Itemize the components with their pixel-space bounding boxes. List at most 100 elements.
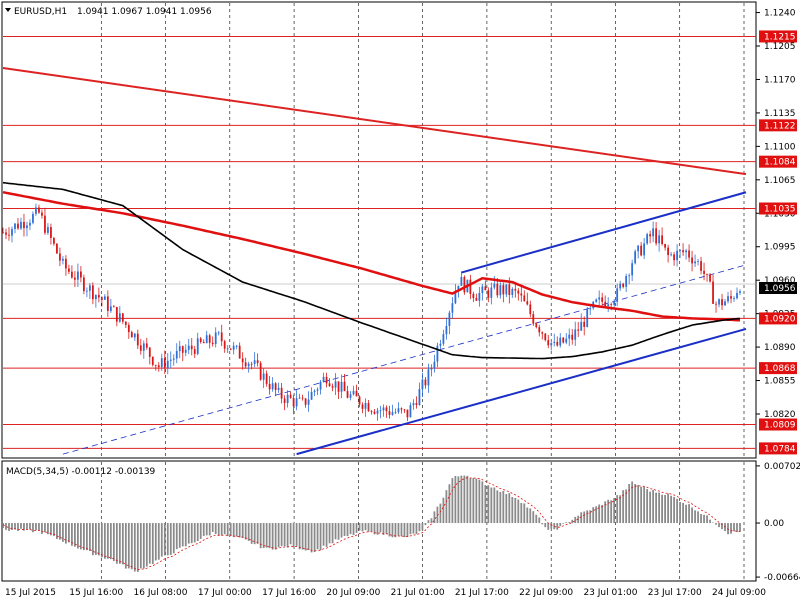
macd-bar: [394, 523, 397, 538]
macd-bar: [190, 523, 193, 544]
macd-bar: [709, 519, 711, 524]
macd-bar: [97, 523, 100, 556]
macd-bar: [47, 523, 49, 535]
level-labels: 1.1215 1.1122 1.1084 1.1035 1.0920 1.0868 1.08…: [759, 30, 797, 455]
candle-body: [676, 250, 678, 261]
candle-body: [97, 295, 100, 298]
macd-bar: [172, 523, 175, 554]
level-price-box: [759, 442, 797, 455]
candle-body: [5, 232, 7, 235]
candle-body: [85, 290, 88, 292]
candle-body: [118, 313, 121, 322]
macd-bar: [592, 507, 595, 524]
candle-body: [100, 297, 103, 300]
macd-bar: [631, 481, 634, 524]
x-tick-label: 23 Jul 01:00: [583, 588, 637, 598]
macd-bar: [604, 501, 607, 524]
candle-body: [526, 301, 529, 305]
macd-bar: [535, 514, 538, 524]
candle-body: [277, 387, 280, 390]
candle-body: [56, 243, 58, 254]
macd-bar: [259, 523, 262, 549]
macd-bar: [559, 523, 562, 526]
macd-bar: [59, 523, 61, 540]
macd-bar: [331, 523, 334, 544]
candle-body: [271, 383, 274, 390]
candle-body: [556, 341, 559, 346]
candle-body: [145, 343, 148, 348]
trendline: [62, 264, 747, 455]
macd-bar: [235, 523, 238, 537]
candle-body: [244, 362, 247, 367]
candle-body: [163, 358, 166, 369]
macd-bar: [673, 496, 675, 524]
candle-body: [328, 383, 331, 387]
macd-bar: [277, 523, 280, 548]
candle-body: [481, 286, 484, 293]
candle-body: [35, 207, 37, 214]
level-price-box: [759, 362, 797, 375]
dropdown-triangle-icon[interactable]: [5, 8, 11, 12]
time-axis: 15 Jul 2015 15 Jul 16:00 16 Jul 08:00 17 Ju…: [5, 588, 766, 598]
macd-bar: [181, 523, 184, 547]
candle-body: [643, 243, 646, 256]
trendline: [2, 67, 747, 176]
level-price-label: 1.0809: [764, 421, 796, 431]
macd-bar: [553, 523, 556, 530]
macd-bar: [610, 500, 613, 524]
macd-bar: [658, 492, 661, 524]
macd-bar: [637, 484, 640, 524]
candle-body: [646, 234, 649, 244]
macd-bar: [205, 523, 208, 536]
candle-body: [514, 288, 517, 291]
candle-body: [670, 254, 672, 256]
level-price-label: 1.1084: [764, 158, 796, 168]
candle-body: [41, 212, 43, 216]
macd-bar: [265, 523, 268, 548]
candle-body: [325, 376, 328, 384]
x-tick-label: 21 Jul 17:00: [455, 588, 509, 598]
macd-bar: [145, 523, 148, 567]
macd-bar: [472, 478, 475, 524]
macd-bar: [292, 523, 295, 548]
candle-body: [445, 325, 448, 335]
candle-body: [139, 345, 142, 351]
candle-body: [136, 333, 139, 346]
candle-body: [508, 284, 511, 295]
candle-body: [20, 221, 22, 229]
candle-body: [190, 345, 193, 350]
candle-body: [433, 361, 436, 368]
candle-body: [130, 332, 133, 338]
candle-body: [535, 323, 538, 328]
candle-body: [259, 362, 262, 380]
horizontal-levels: [3, 35, 756, 449]
macd-bar: [571, 519, 574, 524]
candle-body: [469, 279, 472, 294]
candle-body: [148, 347, 151, 357]
macd-bar: [736, 523, 738, 533]
macd-bar: [244, 523, 247, 540]
candle-body: [82, 277, 85, 292]
macd-bar: [496, 490, 499, 524]
candle-body: [694, 261, 696, 264]
candle-body: [265, 373, 268, 384]
macd-bar: [415, 523, 418, 535]
macd-bar: [178, 523, 181, 548]
macd-bar: [412, 523, 415, 534]
level-price-box: [759, 202, 797, 215]
level-price-label: 1.1215: [764, 32, 796, 42]
macd-bar: [406, 523, 409, 538]
candle-body: [23, 221, 25, 229]
x-tick-label: 20 Jul 09:00: [326, 588, 380, 598]
macd-bar: [463, 475, 466, 524]
candle-body: [205, 335, 208, 344]
candle-body: [217, 332, 220, 334]
candle-body: [373, 411, 376, 414]
candle-body: [607, 304, 610, 307]
macd-bar: [50, 523, 52, 536]
macd-bar: [625, 489, 628, 524]
macd-bar: [442, 497, 445, 524]
candle-body: [532, 314, 535, 324]
candle-body: [88, 285, 91, 291]
